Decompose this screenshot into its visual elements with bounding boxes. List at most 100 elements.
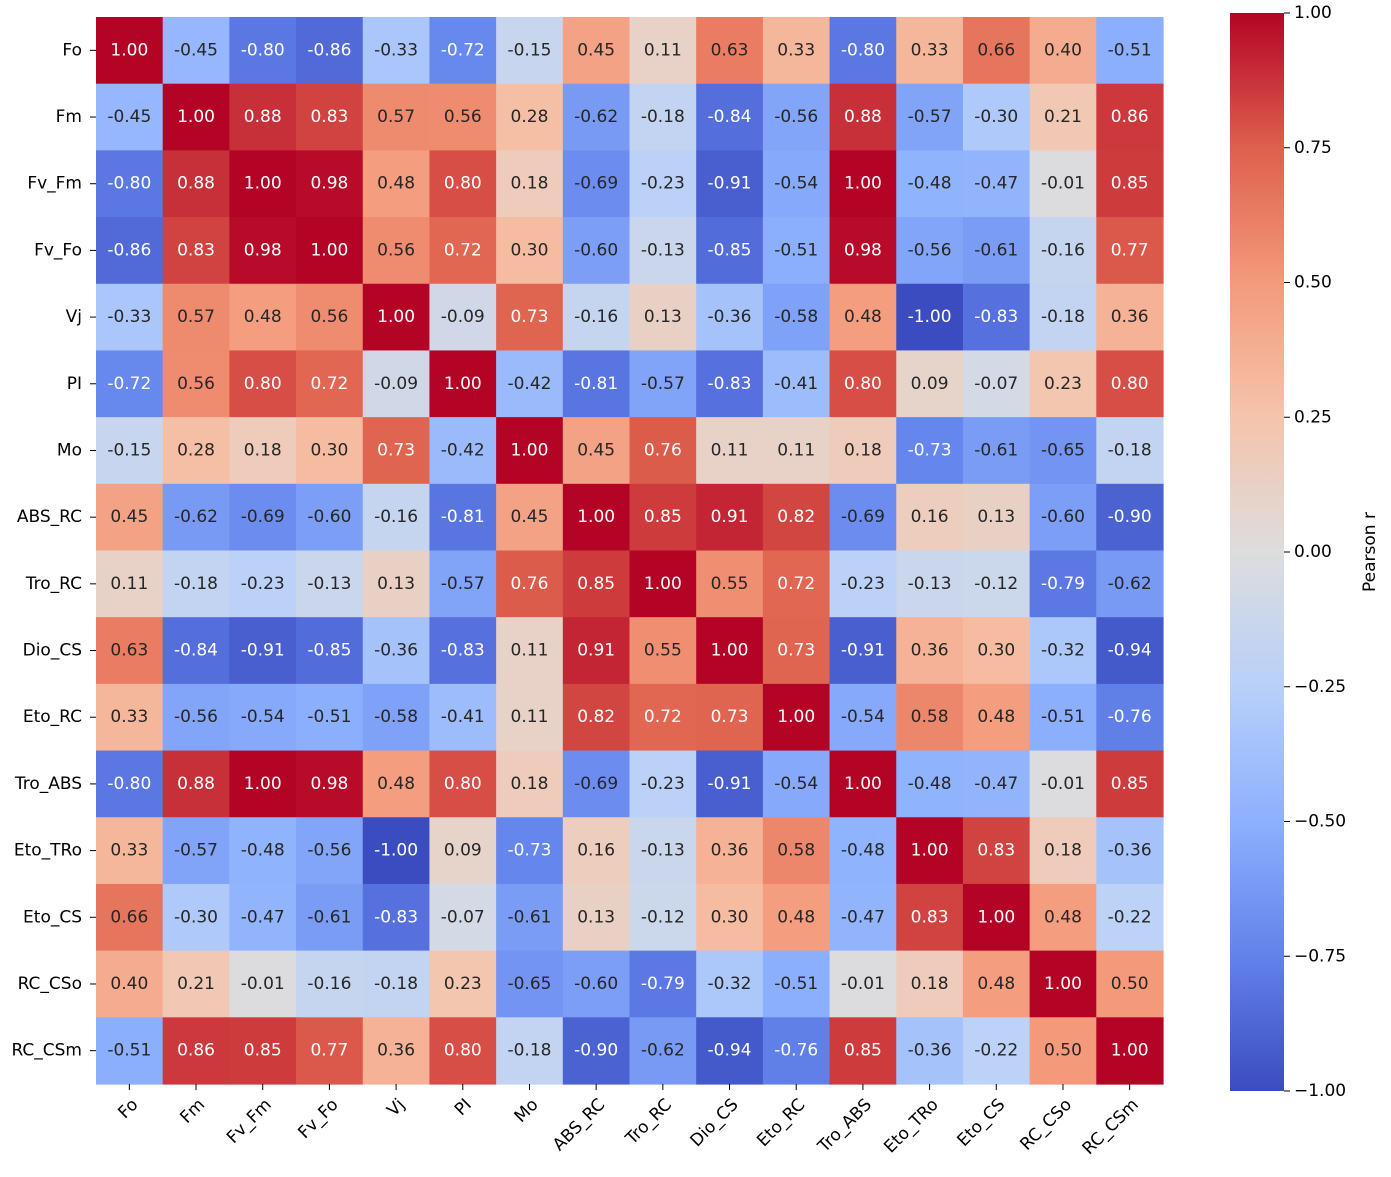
heatmap-cell-Dio_CS-RC_CSo <box>1029 617 1097 685</box>
cell-value-label: -0.51 <box>107 1041 151 1061</box>
cell-value-label: -0.30 <box>974 107 1018 127</box>
heatmap-cell-RC_CSm-Eto_RC <box>762 1017 831 1085</box>
heatmap-cell-Vj-Mo <box>496 283 564 352</box>
y-tick-label-Mo: Mo <box>57 440 82 460</box>
cell-value-label: 0.11 <box>511 707 549 727</box>
heatmap-cell-Fo-Fm <box>162 17 230 85</box>
cell-value-label: 0.98 <box>244 240 282 260</box>
heatmap-cell-PI-Eto_RC <box>762 350 831 418</box>
heatmap-cell-Fv_Fm-Fo <box>96 150 164 218</box>
cell-value-label: -0.60 <box>1041 507 1085 527</box>
cell-value-label: -0.62 <box>1108 574 1152 594</box>
heatmap-cell-Vj-Fv_Fm <box>229 283 297 352</box>
heatmap-cell-Mo-Eto_TRo <box>896 417 964 485</box>
heatmap-cell-RC_CSo-Eto_CS <box>962 950 1031 1018</box>
cell-value-label: -0.56 <box>774 107 818 127</box>
cell-value-label: -0.65 <box>507 974 551 994</box>
cell-value-label: -0.51 <box>774 240 818 260</box>
heatmap-cell-PI-PI <box>429 350 497 418</box>
heatmap-cell-Eto_RC-Eto_CS <box>962 683 1031 752</box>
cell-value-label: -0.91 <box>841 641 885 661</box>
heatmap-cell-Fo-Eto_TRo <box>896 17 964 85</box>
heatmap-cell-Dio_CS-Fv_Fm <box>229 617 297 685</box>
cell-value-label: -0.80 <box>241 40 285 60</box>
heatmap-cell-Eto_CS-Vj <box>362 883 431 952</box>
cell-value-label: -0.83 <box>708 374 752 394</box>
cell-value-label: -0.12 <box>641 907 685 927</box>
heatmap-cell-Fo-Eto_CS <box>962 17 1031 85</box>
heatmap-cell-Fv_Fm-Fv_Fo <box>296 150 364 218</box>
cell-value-label: 0.85 <box>1111 174 1149 194</box>
cell-value-label: 0.48 <box>844 307 882 327</box>
cell-value-label: 0.16 <box>577 841 615 861</box>
cell-value-label: 0.80 <box>244 374 282 394</box>
heatmap-cell-Fv_Fo-Eto_RC <box>762 217 831 285</box>
cell-value-label: -0.36 <box>374 641 418 661</box>
colorbar-gradient <box>1230 13 1284 1091</box>
heatmap-cell-Mo-PI <box>429 417 497 485</box>
x-tick-label-RC_CSm: RC_CSm <box>1079 1095 1143 1159</box>
cell-value-label: -0.60 <box>307 507 351 527</box>
cell-value-label: 0.80 <box>844 374 882 394</box>
heatmap-cell-ABS_RC-Fo <box>96 483 164 552</box>
heatmap-cell-Tro_ABS-Eto_TRo <box>896 750 964 818</box>
cell-value-label: 0.45 <box>577 40 615 60</box>
cell-value-label: 0.66 <box>110 907 148 927</box>
cell-value-label: -0.85 <box>708 240 752 260</box>
cell-value-label: -0.51 <box>307 707 351 727</box>
heatmap-cell-Eto_RC-RC_CSo <box>1029 683 1097 752</box>
heatmap-cell-Vj-Dio_CS <box>696 283 764 352</box>
cell-value-label: -0.33 <box>374 40 418 60</box>
cell-value-label: -0.48 <box>241 841 285 861</box>
cell-value-label: -0.41 <box>441 707 485 727</box>
cell-value-label: -0.18 <box>374 974 418 994</box>
cell-value-label: 0.18 <box>911 974 949 994</box>
cell-value-label: -0.94 <box>708 1041 752 1061</box>
y-tick-label-Vj: Vj <box>66 307 82 327</box>
heatmap-cell-Vj-RC_CSo <box>1029 283 1097 352</box>
heatmap-cell-Tro_ABS-Dio_CS <box>696 750 764 818</box>
heatmap-cell-Tro_RC-Fv_Fm <box>229 550 297 618</box>
heatmap-cell-Tro_RC-Tro_RC <box>629 550 697 618</box>
cell-value-label: 0.48 <box>377 174 415 194</box>
heatmap-cell-Mo-Fv_Fo <box>296 417 364 485</box>
cell-value-label: 0.33 <box>110 841 148 861</box>
heatmap-cell-RC_CSm-Tro_ABS <box>829 1017 897 1085</box>
x-tick-label-ABS_RC: ABS_RC <box>549 1095 609 1155</box>
cell-value-label: -0.57 <box>441 574 485 594</box>
cell-value-label: -0.36 <box>708 307 752 327</box>
cell-value-label: 0.36 <box>1111 307 1149 327</box>
cell-value-label: -0.23 <box>841 574 885 594</box>
heatmap-cell-Eto_TRo-RC_CSm <box>1096 817 1164 885</box>
y-tick-label-Tro_RC: Tro_RC <box>25 574 82 594</box>
cell-value-label: -0.36 <box>1108 841 1152 861</box>
heatmap-cell-Vj-Fv_Fo <box>296 283 364 352</box>
cell-value-label: -0.51 <box>1108 40 1152 60</box>
heatmap-cell-Fm-Fm <box>162 83 230 151</box>
heatmap-cell-Fm-Tro_RC <box>629 83 697 151</box>
heatmap-cell-Dio_CS-Dio_CS <box>696 617 764 685</box>
cell-value-label: 0.36 <box>377 1041 415 1061</box>
cell-value-label: -0.01 <box>241 974 285 994</box>
cell-value-label: 0.48 <box>377 774 415 794</box>
cell-value-label: 1.00 <box>244 774 282 794</box>
colorbar-tick-label: 1.00 <box>1294 3 1332 23</box>
heatmap-cell-Fm-Eto_CS <box>962 83 1031 151</box>
heatmap-cell-ABS_RC-ABS_RC <box>562 483 631 552</box>
cell-value-label: -0.58 <box>774 307 818 327</box>
cell-value-label: 0.11 <box>777 440 815 460</box>
heatmap-cell-Fv_Fo-PI <box>429 217 497 285</box>
heatmap-cell-Dio_CS-Tro_RC <box>629 617 697 685</box>
heatmap-cell-Tro_RC-Vj <box>362 550 431 618</box>
cell-value-label: -0.73 <box>507 841 551 861</box>
heatmap-cell-RC_CSm-Fv_Fo <box>296 1017 364 1085</box>
heatmap-cells <box>96 17 1164 1085</box>
heatmap-cell-RC_CSm-Fm <box>162 1017 230 1085</box>
heatmap-cell-Eto_RC-Eto_TRo <box>896 683 964 752</box>
heatmap-cell-RC_CSo-Vj <box>362 950 431 1018</box>
cell-value-label: -0.79 <box>641 974 685 994</box>
cell-value-label: -0.36 <box>908 1041 952 1061</box>
cell-value-label: -0.61 <box>307 907 351 927</box>
colorbar: 1.00 0.75 0.50 0.25 0.00 −0.25 −0.50 −0.75 −1.00… <box>1230 3 1380 1101</box>
cell-value-label: 0.45 <box>110 507 148 527</box>
